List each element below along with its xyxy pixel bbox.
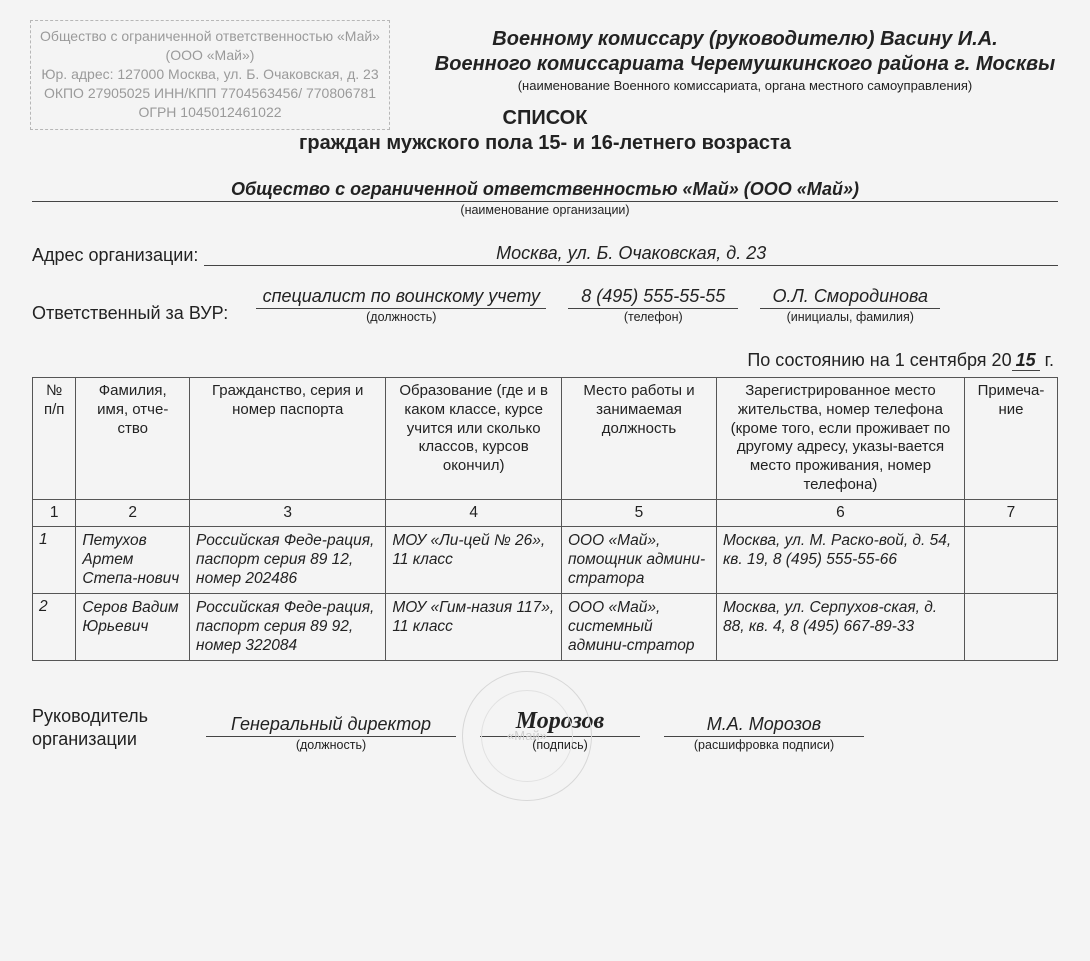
row-note: [964, 593, 1057, 660]
footer-position-group: Генеральный директор (должность): [206, 714, 456, 752]
table-row: 1 Петухов Артем Степа-нович Российская Ф…: [33, 526, 1058, 593]
footer-position-caption: (должность): [296, 738, 366, 752]
addressee-block: Военному комиссару (руководителю) Васину…: [422, 28, 1068, 93]
footer-sign-group: Морозов (подпись): [480, 708, 640, 752]
responsible-name-caption: (инициалы, фамилия): [787, 310, 914, 324]
organization-value: Общество с ограниченной ответственностью…: [32, 179, 1058, 202]
footer-left-line-1: Руководитель: [32, 706, 148, 726]
footer-signature: Морозов: [480, 708, 640, 737]
col-num: 3: [190, 499, 386, 526]
row-index: 1: [33, 526, 76, 593]
col-header: Образование (где и в каком классе, курсе…: [386, 378, 562, 500]
citizens-table: № п/п Фамилия, имя, отче-ство Гражданств…: [32, 377, 1058, 661]
stamp-line: ОГРН 1045012461022: [39, 103, 381, 122]
col-header: Фамилия, имя, отче-ство: [76, 378, 190, 500]
responsible-position: специалист по воинскому учету: [256, 286, 546, 309]
responsible-name-group: О.Л. Смородинова (инициалы, фамилия): [760, 286, 940, 324]
row-fio: Петухов Артем Степа-нович: [76, 526, 190, 593]
state-date-row: По состоянию на 1 сентября 2015 г.: [22, 350, 1054, 371]
col-header: № п/п: [33, 378, 76, 500]
signature-block: «Май» Руководитель организации Генеральн…: [32, 705, 1058, 752]
addressee-caption: (наименование Военного комиссариата, орг…: [422, 78, 1068, 93]
footer-decoded-caption: (расшифровка подписи): [694, 738, 834, 752]
row-education: МОУ «Ли-цей № 26», 11 класс: [386, 526, 562, 593]
footer-decoded-group: М.А. Морозов (расшифровка подписи): [664, 714, 864, 752]
row-education: МОУ «Гим-назия 117», 11 класс: [386, 593, 562, 660]
responsible-phone-group: 8 (495) 555-55-55 (телефон): [568, 286, 738, 324]
footer-position: Генеральный директор: [206, 714, 456, 737]
title-line-2: граждан мужского пола 15- и 16-летнего в…: [22, 132, 1068, 155]
col-header: Место работы и занимаемая должность: [562, 378, 717, 500]
responsible-position-group: специалист по воинскому учету (должность…: [256, 286, 546, 324]
responsible-position-caption: (должность): [366, 310, 436, 324]
address-value: Москва, ул. Б. Очаковская, д. 23: [204, 243, 1058, 266]
table-header-row: № п/п Фамилия, имя, отче-ство Гражданств…: [33, 378, 1058, 500]
table-row: 2 Серов Вадим Юрьевич Российская Феде-ра…: [33, 593, 1058, 660]
row-index: 2: [33, 593, 76, 660]
row-address: Москва, ул. М. Раско-вой, д. 54, кв. 19,…: [716, 526, 964, 593]
responsible-phone-caption: (телефон): [624, 310, 683, 324]
col-header: Примеча-ние: [964, 378, 1057, 500]
col-num: 7: [964, 499, 1057, 526]
col-num: 1: [33, 499, 76, 526]
stamp-line: Общество с ограниченной ответственностью…: [39, 27, 381, 46]
address-label: Адрес организации:: [32, 245, 204, 266]
addressee-line-2: Военного комиссариата Черемушкинского ра…: [422, 53, 1068, 76]
row-address: Москва, ул. Серпухов-ская, д. 88, кв. 4,…: [716, 593, 964, 660]
stamp-line: Юр. адрес: 127000 Москва, ул. Б. Очаковс…: [39, 65, 381, 84]
row-passport: Российская Феде-рация, паспорт серия 89 …: [190, 593, 386, 660]
stamp-line: ОКПО 27905025 ИНН/КПП 7704563456/ 770806…: [39, 84, 381, 103]
table-number-row: 1 2 3 4 5 6 7: [33, 499, 1058, 526]
addressee-line-1: Военному комиссару (руководителю) Васину…: [422, 28, 1068, 51]
responsible-row: Ответственный за ВУР: специалист по воин…: [32, 286, 1058, 324]
row-note: [964, 526, 1057, 593]
col-num: 6: [716, 499, 964, 526]
address-row: Адрес организации: Москва, ул. Б. Очаков…: [32, 243, 1058, 266]
col-num: 2: [76, 499, 190, 526]
col-num: 5: [562, 499, 717, 526]
state-tail: г.: [1040, 350, 1054, 370]
footer-decoded: М.А. Морозов: [664, 714, 864, 737]
footer-left-label: Руководитель организации: [32, 705, 182, 752]
footer-sign-caption: (подпись): [532, 738, 588, 752]
responsible-name: О.Л. Смородинова: [760, 286, 940, 309]
stamp-line: (ООО «Май»): [39, 46, 381, 65]
row-fio: Серов Вадим Юрьевич: [76, 593, 190, 660]
col-num: 4: [386, 499, 562, 526]
responsible-phone: 8 (495) 555-55-55: [568, 286, 738, 309]
organization-row: Общество с ограниченной ответственностью…: [22, 179, 1068, 217]
row-job: ООО «Май», системный админи-стратор: [562, 593, 717, 660]
row-job: ООО «Май», помощник админи-стратора: [562, 526, 717, 593]
company-stamp-box: Общество с ограниченной ответственностью…: [30, 20, 390, 130]
footer-left-line-2: организации: [32, 729, 137, 749]
col-header: Зарегистрированное место жительства, ном…: [716, 378, 964, 500]
responsible-label: Ответственный за ВУР:: [32, 303, 234, 324]
state-prefix: По состоянию на 1 сентября 20: [747, 350, 1011, 370]
col-header: Гражданство, серия и номер паспорта: [190, 378, 386, 500]
row-passport: Российская Феде-рация, паспорт серия 89 …: [190, 526, 386, 593]
organization-caption: (наименование организации): [22, 203, 1068, 217]
state-year: 15: [1012, 350, 1040, 371]
